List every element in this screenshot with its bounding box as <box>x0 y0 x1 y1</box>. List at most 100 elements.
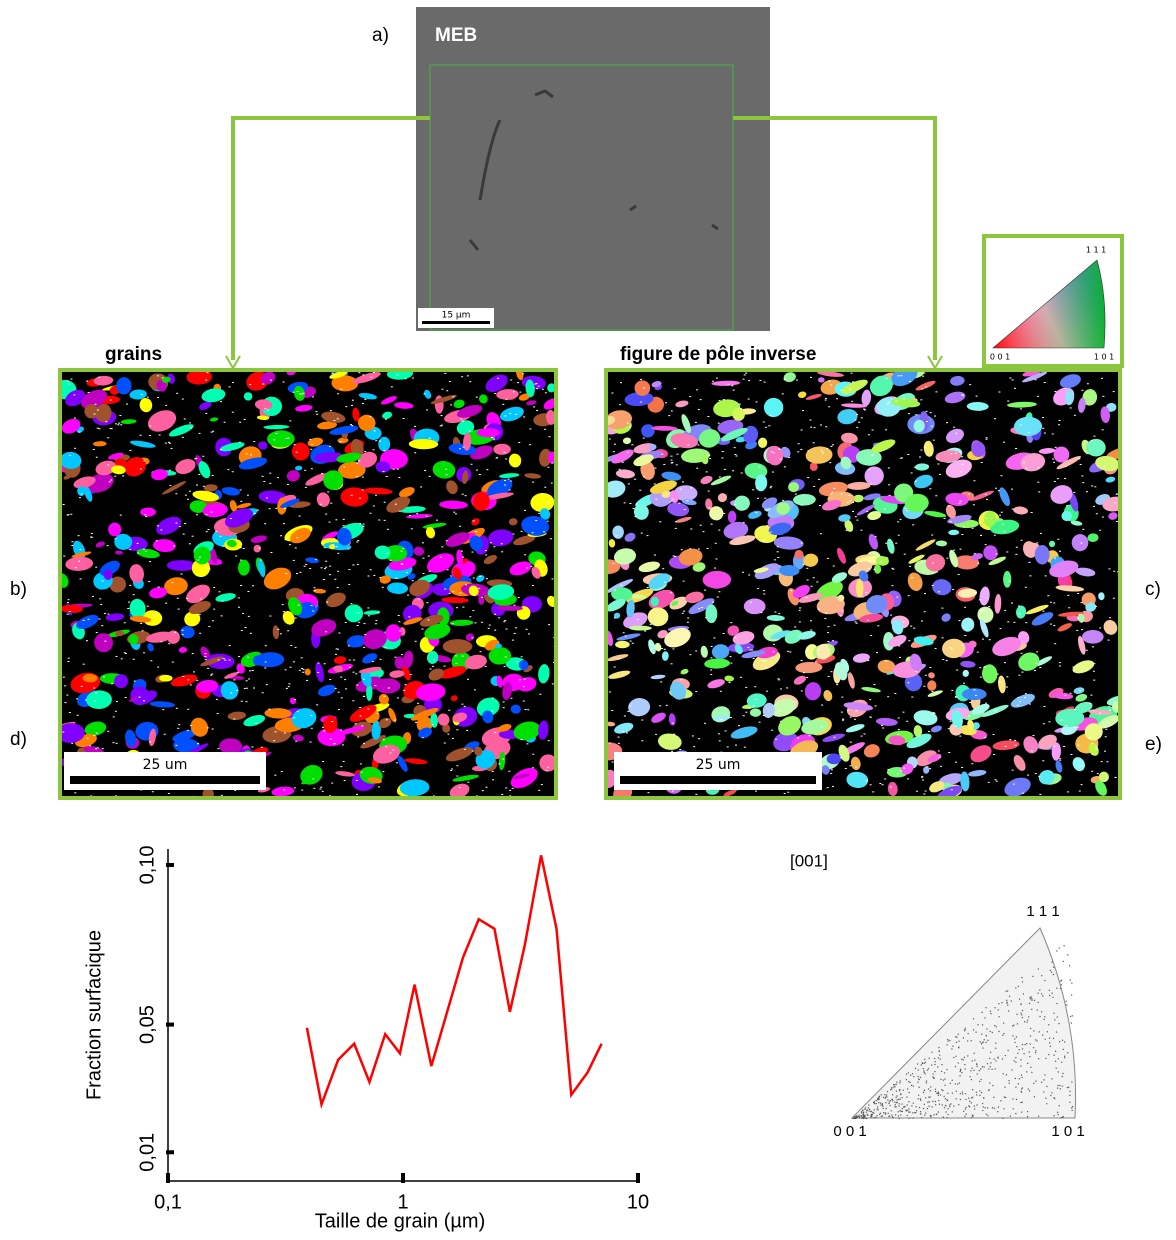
noise <box>1015 546 1018 548</box>
density-dot <box>994 1024 996 1027</box>
density-dot <box>880 1115 883 1117</box>
noise <box>176 392 179 394</box>
noise <box>205 514 208 516</box>
noise <box>142 548 145 550</box>
grain <box>1082 389 1098 406</box>
noise <box>297 604 300 606</box>
noise <box>535 520 538 522</box>
grain <box>937 785 962 796</box>
noise <box>1056 478 1059 480</box>
density-dot <box>919 1098 922 1100</box>
noise <box>926 766 929 768</box>
noise <box>294 617 297 619</box>
density-dot <box>860 1112 863 1114</box>
grain <box>855 578 864 598</box>
noise <box>1078 689 1081 691</box>
grain <box>333 665 343 673</box>
density-dot <box>1063 945 1065 947</box>
grain <box>539 754 554 772</box>
density-dot <box>901 1097 903 1099</box>
density-dot <box>862 1116 864 1118</box>
grain <box>120 419 137 425</box>
density-dot <box>1007 1049 1009 1052</box>
noise <box>361 725 364 727</box>
density-dot <box>931 1064 933 1066</box>
noise <box>325 513 328 515</box>
noise <box>806 676 809 678</box>
noise <box>920 620 923 622</box>
density-dot <box>959 1093 961 1095</box>
noise <box>428 475 431 477</box>
noise <box>935 691 938 693</box>
noise <box>971 527 974 529</box>
sem-feature <box>468 89 719 251</box>
noise <box>439 425 442 427</box>
grain <box>647 607 669 627</box>
density-dot <box>1021 1009 1024 1012</box>
grain <box>62 451 82 469</box>
noise <box>68 383 71 385</box>
noise <box>347 645 350 647</box>
noise <box>802 564 805 566</box>
noise <box>670 663 673 665</box>
noise <box>220 794 223 796</box>
connector <box>231 116 430 360</box>
grain <box>1034 656 1053 667</box>
noise <box>230 692 233 694</box>
noise <box>350 405 353 407</box>
density-dot <box>928 1096 930 1098</box>
density-dot <box>907 1109 909 1111</box>
density-dot <box>1051 961 1053 963</box>
noise <box>913 466 916 468</box>
noise <box>832 785 835 787</box>
density-dot <box>879 1113 881 1116</box>
noise <box>826 557 829 559</box>
grain <box>678 548 703 566</box>
noise <box>903 398 906 400</box>
grain <box>700 453 709 465</box>
noise <box>95 692 98 694</box>
noise <box>466 375 469 377</box>
noise <box>445 540 448 542</box>
noise <box>955 432 958 434</box>
noise <box>671 498 674 500</box>
y-axis-label: Fraction surfacique <box>83 930 105 1100</box>
noise <box>397 615 400 617</box>
density-dot <box>961 1072 963 1074</box>
noise <box>921 720 924 722</box>
noise <box>1030 750 1033 752</box>
density-dot <box>1015 1098 1018 1101</box>
grain <box>229 500 238 512</box>
key-corner: 1 0 1 <box>1094 353 1114 362</box>
noise <box>722 476 725 478</box>
density-dot <box>896 1099 898 1101</box>
density-dot <box>896 1095 898 1097</box>
grain <box>328 544 336 550</box>
noise <box>348 569 351 571</box>
density-dot <box>1015 1056 1017 1059</box>
noise <box>1007 621 1010 623</box>
noise <box>494 613 497 615</box>
noise <box>493 438 496 440</box>
noise <box>930 425 933 427</box>
noise <box>689 654 692 656</box>
noise <box>708 507 711 509</box>
noise <box>76 698 79 700</box>
noise <box>1103 466 1106 468</box>
noise <box>852 502 855 504</box>
density-dot <box>867 1107 869 1109</box>
noise <box>763 593 766 595</box>
noise <box>819 533 822 535</box>
grain <box>1071 534 1089 552</box>
noise <box>833 624 836 626</box>
noise <box>954 725 957 727</box>
density-dot <box>963 1110 965 1112</box>
grain <box>711 644 730 660</box>
noise <box>146 605 149 607</box>
noise <box>910 625 913 627</box>
noise <box>646 535 649 537</box>
noise <box>396 697 399 699</box>
density-dot <box>1056 987 1058 989</box>
noise <box>109 399 112 401</box>
noise <box>786 687 789 689</box>
